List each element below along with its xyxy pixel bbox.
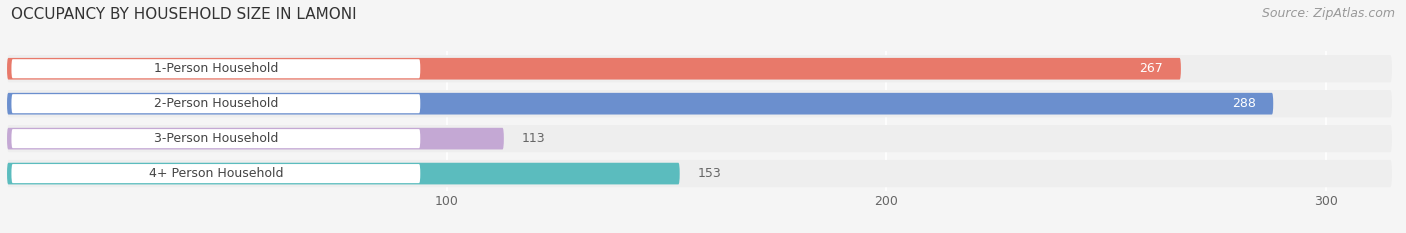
FancyBboxPatch shape: [7, 128, 503, 150]
FancyBboxPatch shape: [7, 90, 1392, 117]
Text: 4+ Person Household: 4+ Person Household: [149, 167, 283, 180]
FancyBboxPatch shape: [11, 129, 420, 148]
FancyBboxPatch shape: [7, 125, 1392, 152]
Text: 2-Person Household: 2-Person Household: [153, 97, 278, 110]
FancyBboxPatch shape: [7, 93, 1274, 115]
Text: 153: 153: [697, 167, 721, 180]
FancyBboxPatch shape: [7, 58, 1181, 80]
FancyBboxPatch shape: [7, 160, 1392, 187]
FancyBboxPatch shape: [11, 59, 420, 78]
Text: 267: 267: [1140, 62, 1163, 75]
FancyBboxPatch shape: [11, 164, 420, 183]
Text: 113: 113: [522, 132, 546, 145]
FancyBboxPatch shape: [11, 94, 420, 113]
FancyBboxPatch shape: [7, 163, 679, 185]
FancyBboxPatch shape: [7, 55, 1392, 82]
Text: OCCUPANCY BY HOUSEHOLD SIZE IN LAMONI: OCCUPANCY BY HOUSEHOLD SIZE IN LAMONI: [11, 7, 357, 22]
Text: 1-Person Household: 1-Person Household: [153, 62, 278, 75]
Text: 288: 288: [1232, 97, 1256, 110]
Text: 3-Person Household: 3-Person Household: [153, 132, 278, 145]
Text: Source: ZipAtlas.com: Source: ZipAtlas.com: [1261, 7, 1395, 20]
